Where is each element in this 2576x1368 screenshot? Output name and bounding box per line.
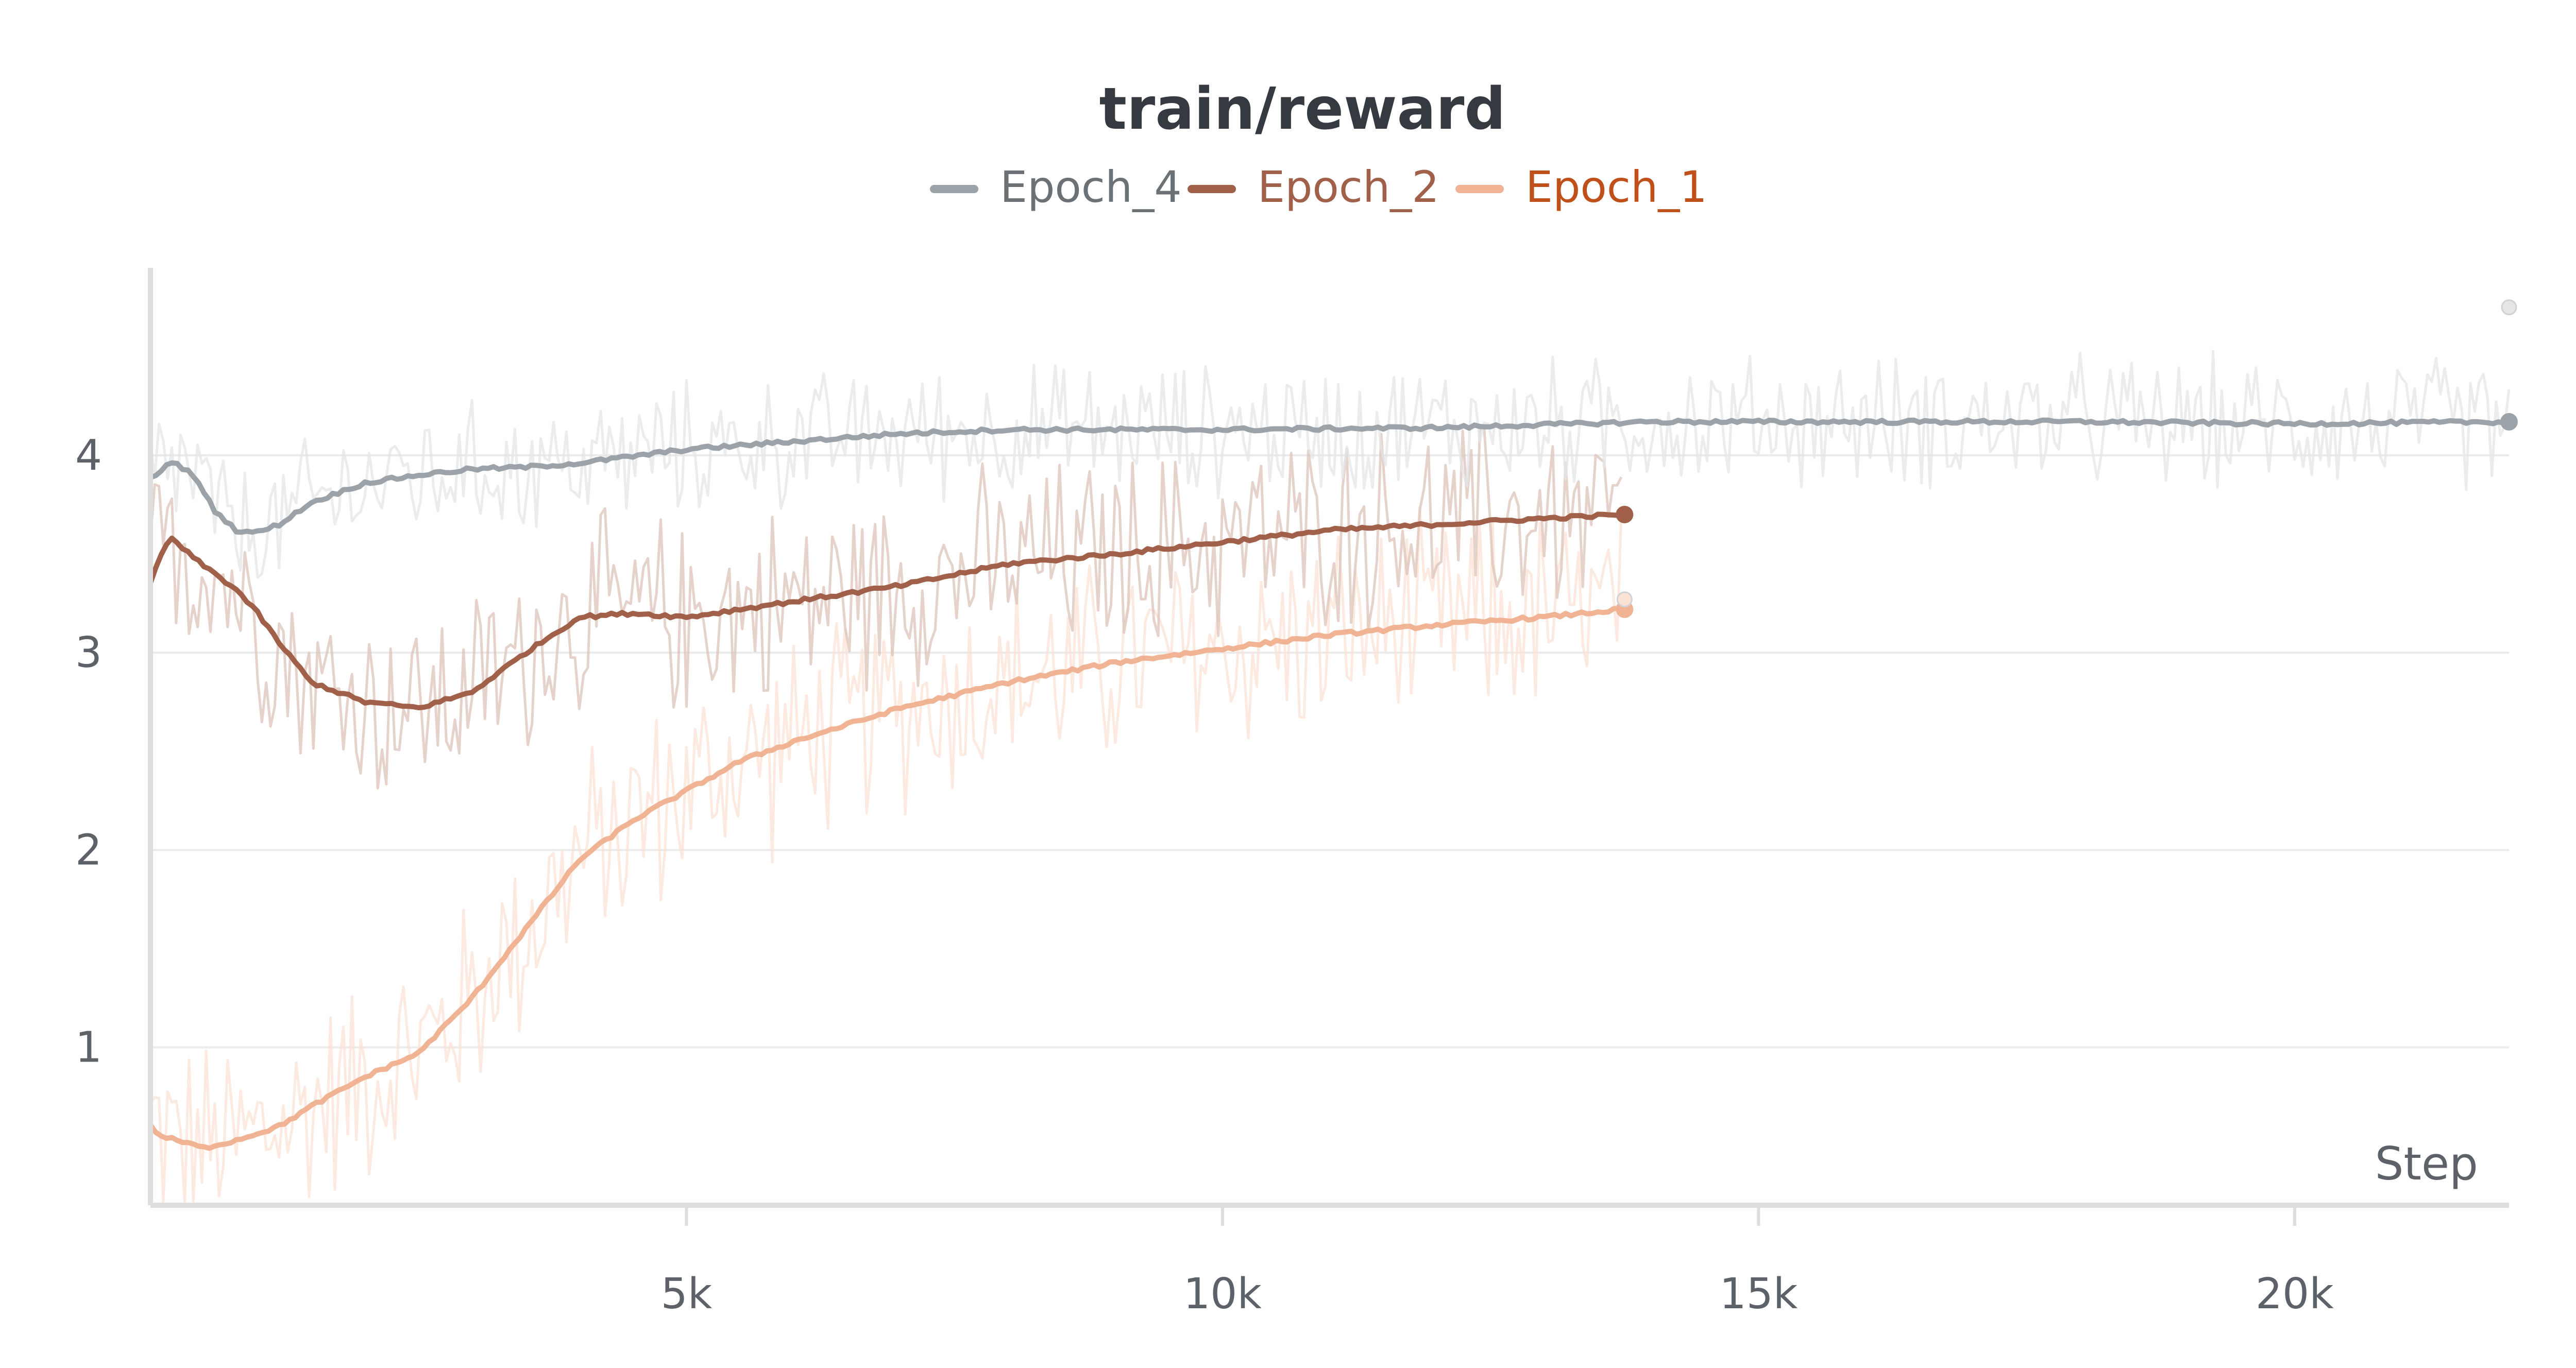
x-tick-label: 15k (1719, 1270, 1798, 1319)
x-tick-label: 20k (2256, 1270, 2334, 1319)
legend-item-epoch_1: Epoch_1 (1455, 162, 1707, 212)
line-epoch_2 (148, 511, 1628, 710)
y-tick-label: 3 (75, 628, 102, 677)
legend-item-epoch_4: Epoch_4 (930, 162, 1182, 212)
line-epoch_1 (148, 606, 1628, 1151)
endpoint-epoch_4 (2500, 413, 2518, 431)
legend-item-epoch_2: Epoch_2 (1188, 162, 1439, 212)
raw-line-epoch_2 (149, 426, 1623, 790)
legend-label: Epoch_1 (1526, 162, 1707, 212)
axes: 1 2 3 4 5k 10k 15k 20k (75, 268, 2509, 1319)
raw-line-epoch_1 (149, 506, 1623, 1203)
x-axis-title: Step (2375, 1137, 2478, 1190)
y-tick-label: 2 (75, 826, 102, 875)
legend: Epoch_4 Epoch_2 Epoch_1 (930, 162, 1707, 212)
smoothed-series-layer (148, 299, 2518, 1151)
line-epoch_4 (148, 417, 2512, 535)
chart-title: train/reward (1099, 76, 1505, 143)
legend-label: Epoch_2 (1258, 162, 1439, 212)
raw-endpoint-epoch_1 (1616, 591, 1633, 608)
x-tick-label: 10k (1183, 1270, 1262, 1319)
raw-endpoint-epoch_4 (2501, 299, 2517, 316)
raw-series-layer (149, 350, 2511, 1203)
x-tick-label: 5k (661, 1270, 713, 1319)
raw-line-epoch_4 (149, 350, 2511, 579)
y-tick-label: 4 (75, 431, 102, 480)
y-tick-label: 1 (75, 1023, 102, 1072)
legend-label: Epoch_4 (1000, 162, 1182, 212)
endpoint-epoch_2 (1616, 505, 1634, 523)
